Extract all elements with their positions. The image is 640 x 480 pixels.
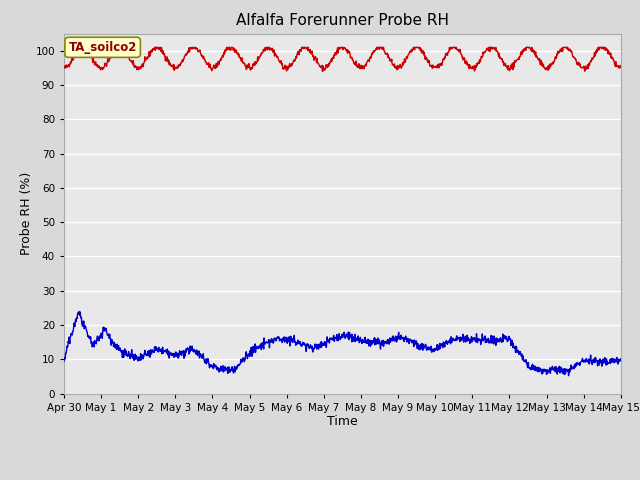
X-axis label: Time: Time (327, 415, 358, 429)
Y-axis label: Probe RH (%): Probe RH (%) (20, 172, 33, 255)
Title: Alfalfa Forerunner Probe RH: Alfalfa Forerunner Probe RH (236, 13, 449, 28)
Text: TA_soilco2: TA_soilco2 (68, 41, 137, 54)
Legend: -16cm, -8cm: -16cm, -8cm (260, 479, 424, 480)
